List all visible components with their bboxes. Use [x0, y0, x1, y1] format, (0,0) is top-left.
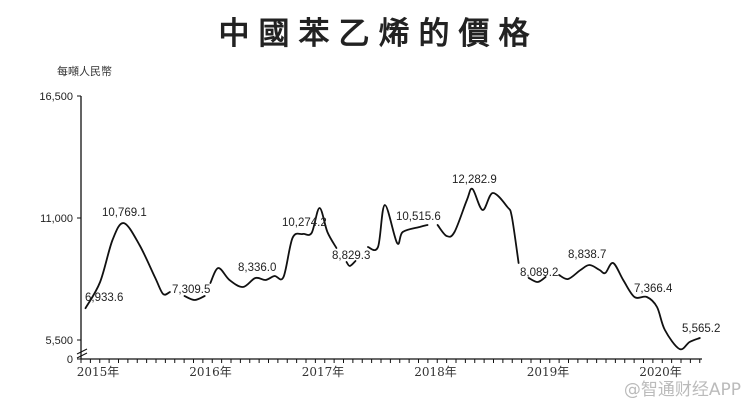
price-line-segment	[345, 260, 357, 267]
data-label: 8,829.3	[332, 250, 370, 262]
x-tick-label: 2020年	[639, 365, 682, 379]
data-label: 8,838.7	[568, 249, 606, 261]
x-tick-label: 2019年	[527, 365, 570, 379]
price-line-segment	[183, 295, 206, 301]
data-label: 10,274.2	[282, 217, 327, 229]
watermark: @智通财经APP	[623, 380, 741, 400]
y-tick-label: 11,000	[40, 213, 73, 225]
y-axis-unit-label: 每噸人民幣	[57, 65, 112, 78]
price-line-segment	[436, 187, 520, 264]
data-label: 10,769.1	[102, 207, 147, 219]
data-label: 8,089.2	[520, 267, 558, 279]
price-line-segment	[527, 276, 547, 283]
y-tick-label: 5,500	[45, 335, 73, 347]
data-label: 6,933.6	[85, 292, 123, 304]
data-label: 8,336.0	[238, 262, 276, 274]
y-tick-label: 16,500	[39, 91, 73, 103]
price-line-segment	[367, 204, 429, 251]
x-tick-label: 2015年	[77, 365, 120, 379]
data-label: 10,515.6	[396, 211, 441, 223]
axis-break-mark	[76, 348, 88, 359]
price-line-segment	[209, 207, 338, 288]
data-label: 7,366.4	[634, 283, 673, 295]
price-line-segment	[84, 222, 171, 310]
x-tick-label: 2016年	[189, 365, 232, 379]
data-label: 12,282.9	[452, 174, 497, 186]
x-tick-label: 2017年	[302, 365, 345, 379]
y-tick-label: 0	[67, 354, 73, 366]
x-tick-label: 2018年	[414, 365, 457, 379]
chart-title: 中國苯乙烯的價格	[218, 16, 539, 52]
data-label: 7,309.5	[172, 284, 210, 296]
data-label: 5,565.2	[682, 323, 720, 335]
price-line-segment	[558, 262, 701, 351]
